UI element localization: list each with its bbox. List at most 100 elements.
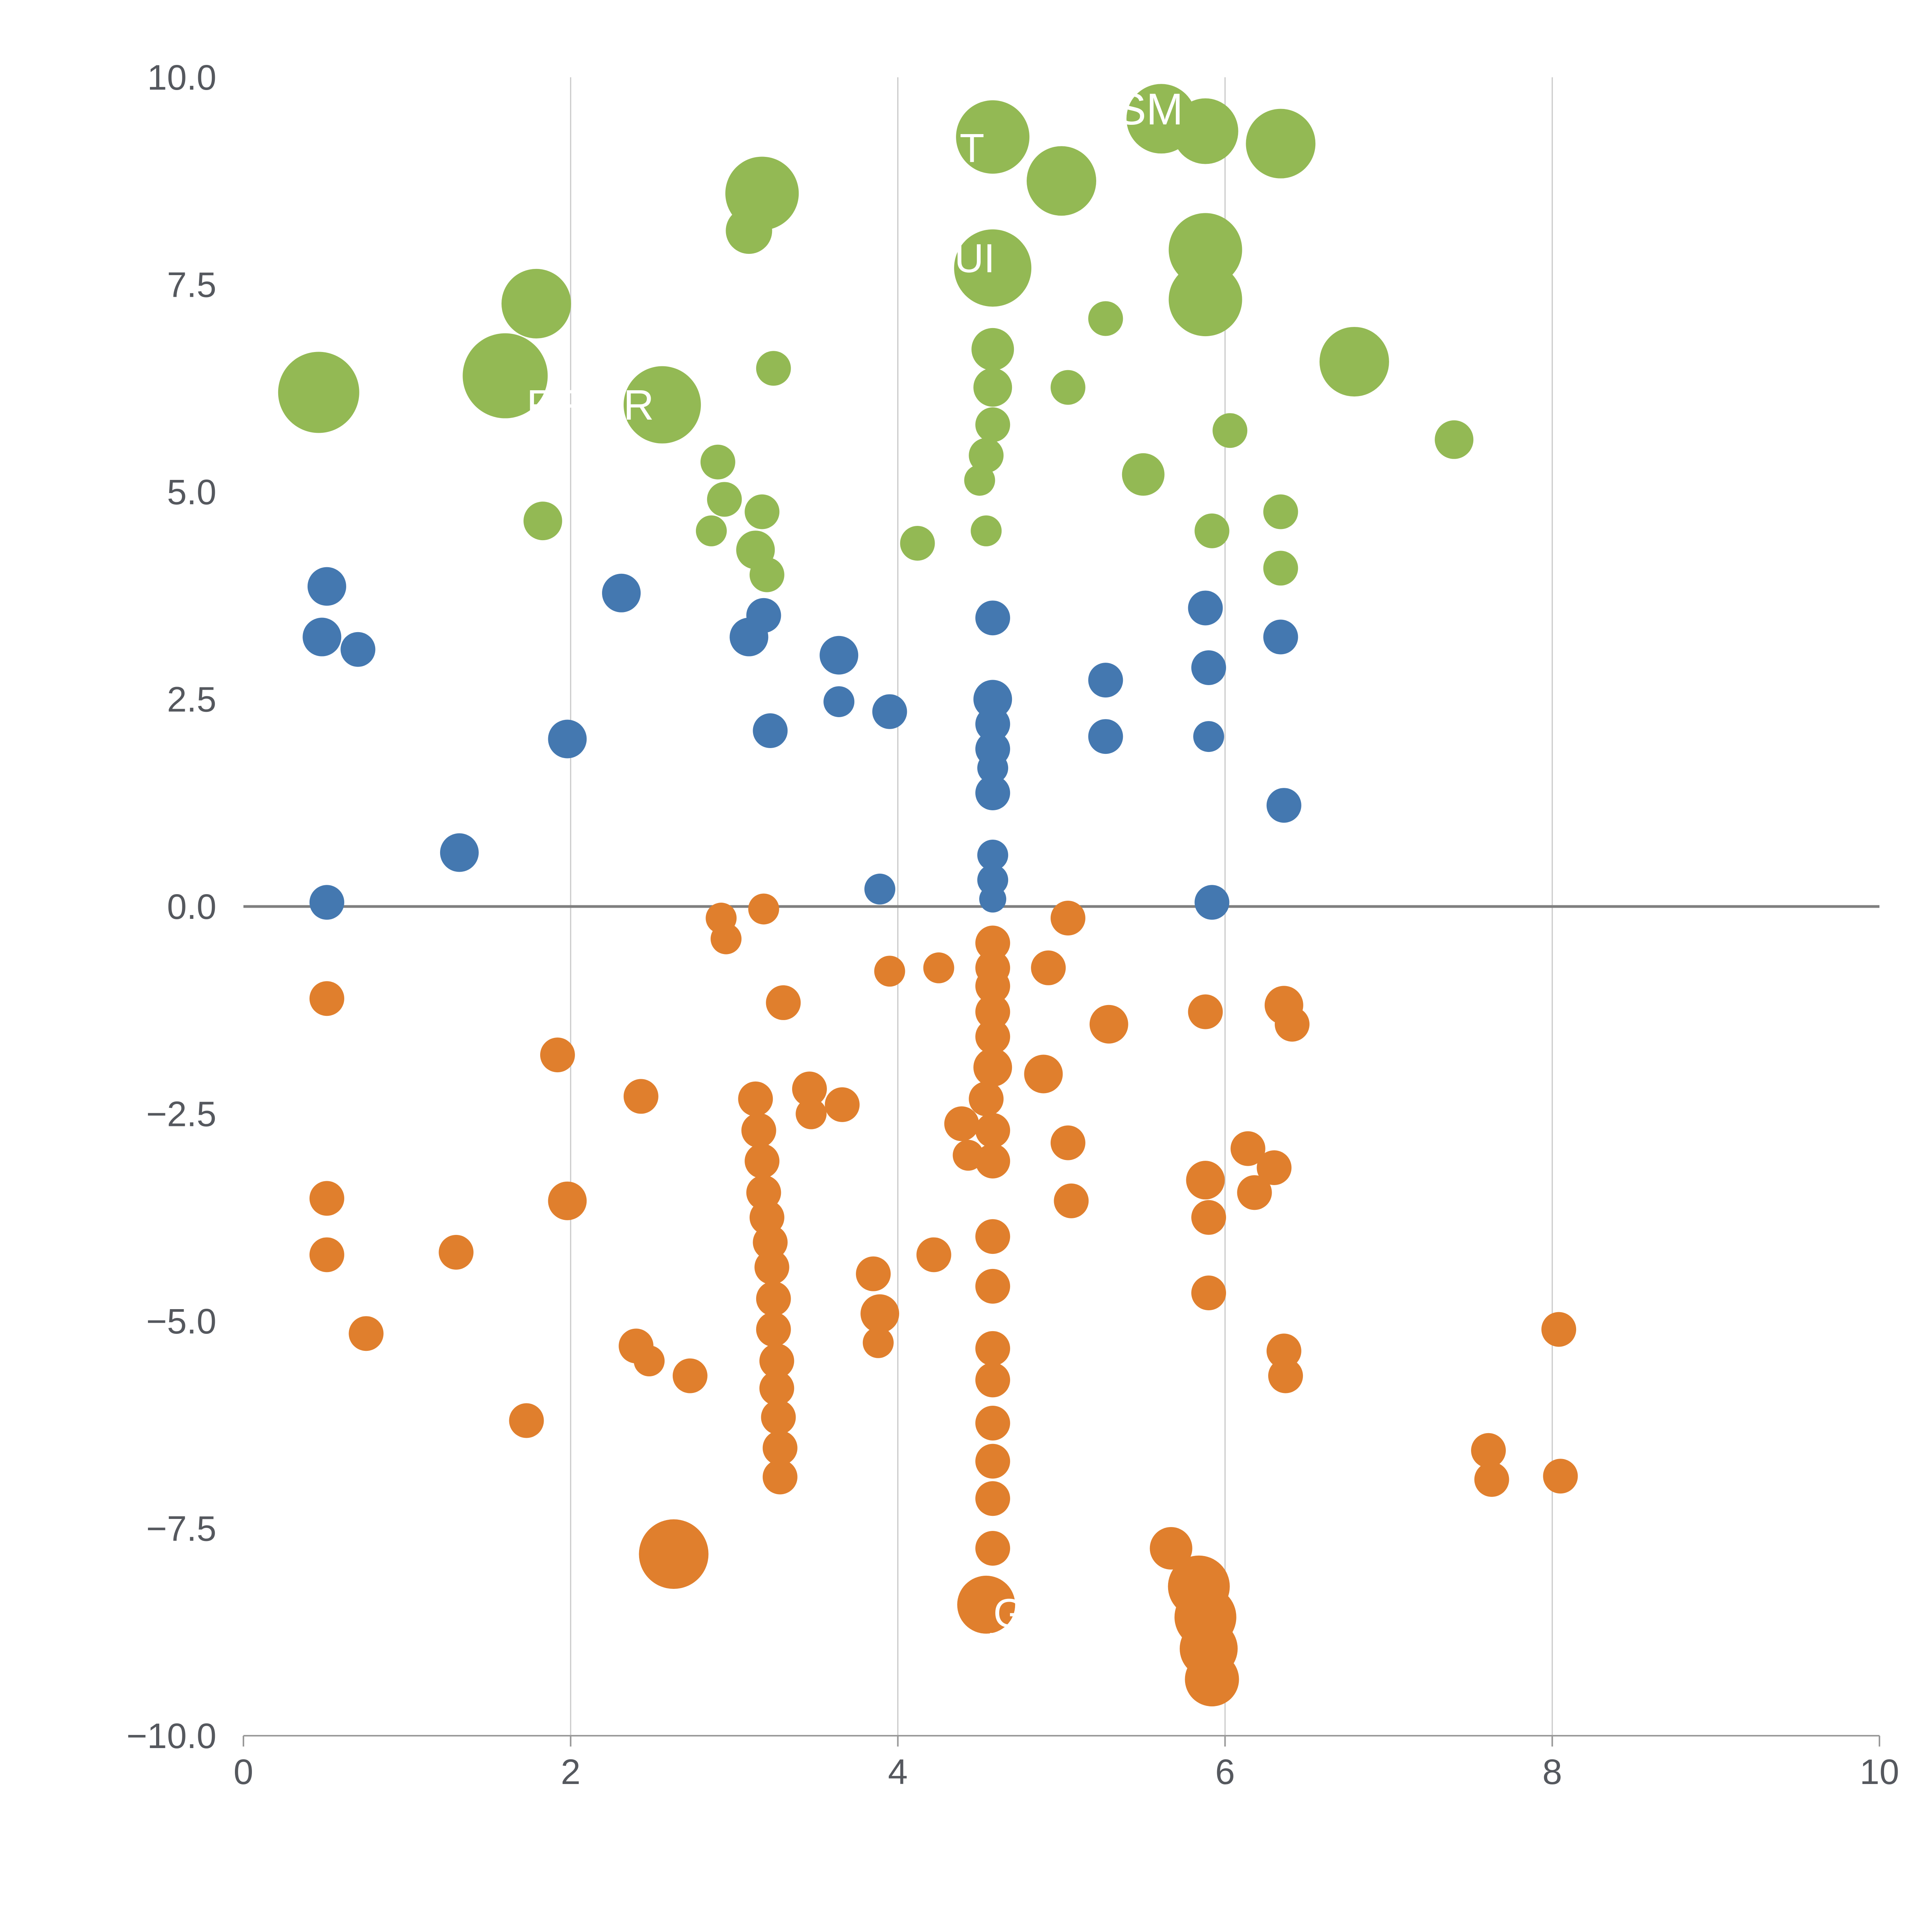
bubble-orange — [756, 1281, 791, 1316]
bubble-green — [956, 100, 1030, 174]
y-tick-label: −5.0 — [146, 1302, 216, 1341]
bubble-orange — [975, 969, 1010, 1004]
bubble-green — [973, 368, 1012, 407]
bubble-blue — [602, 573, 641, 612]
bubble-blue — [864, 873, 896, 905]
point-label: MU — [937, 1625, 997, 1668]
bubble-blue — [1088, 663, 1123, 698]
y-tick-label: −10.0 — [126, 1716, 216, 1756]
bubble-blue — [1193, 721, 1225, 752]
bubble-orange — [796, 1098, 827, 1129]
y-tick-label: 0.0 — [167, 887, 216, 927]
x-tick-label: 6 — [1215, 1752, 1235, 1792]
bubble-orange — [825, 1087, 860, 1122]
bubble-green — [971, 515, 1002, 546]
bubble-orange — [759, 1371, 794, 1406]
bubble-orange — [762, 1459, 798, 1495]
series-blue — [303, 567, 1301, 920]
bubble-blue — [548, 719, 587, 759]
bubble-green — [971, 328, 1014, 371]
bubble-blue — [975, 706, 1010, 742]
bubble-orange — [756, 1312, 791, 1347]
bubble-orange — [738, 1081, 773, 1116]
bubble-orange — [862, 1327, 894, 1358]
series-green — [278, 84, 1474, 592]
bubble-green — [700, 444, 735, 480]
bubble-green — [964, 464, 995, 496]
bubble-orange — [1474, 1462, 1509, 1497]
bubble-orange — [1541, 1312, 1577, 1347]
bubble-blue — [977, 864, 1009, 896]
bubble-orange — [969, 1081, 1004, 1116]
bubble-green — [726, 207, 772, 254]
bubble-blue — [303, 617, 342, 656]
bubble-orange — [861, 1294, 900, 1333]
bubble-green — [623, 366, 701, 444]
bubble-orange — [754, 1250, 789, 1285]
bubble-orange — [1191, 1276, 1226, 1311]
bubble-green — [278, 352, 359, 433]
bubble-orange — [1050, 901, 1085, 936]
bubble-green — [1027, 146, 1096, 216]
bubble-green — [1263, 551, 1298, 586]
point-label: AT — [935, 126, 984, 171]
point-label: G — [993, 1591, 1025, 1636]
bubble-orange — [1054, 1183, 1089, 1218]
bubble-orange — [762, 1430, 798, 1466]
bubble-orange — [975, 1113, 1010, 1148]
bubble-blue — [1188, 590, 1223, 626]
bubble-orange — [1089, 1005, 1128, 1044]
y-tick-label: 7.5 — [167, 265, 216, 305]
bubble-orange — [1543, 1459, 1578, 1494]
bubble-orange — [957, 1575, 1015, 1634]
bubble-green — [749, 557, 784, 592]
y-tick-label: 2.5 — [167, 680, 216, 719]
bubble-green — [1168, 263, 1242, 337]
bubble-orange — [1230, 1131, 1265, 1166]
bubble-orange — [1237, 1175, 1272, 1210]
bubble-orange — [639, 1519, 709, 1589]
bubble-orange — [309, 1237, 344, 1272]
bubble-orange — [745, 1143, 780, 1179]
bubble-blue — [975, 775, 1010, 810]
bubble-orange — [1268, 1358, 1303, 1393]
bubble-orange — [1191, 1200, 1226, 1235]
bubble-orange — [975, 1444, 1010, 1479]
bubble-green — [1435, 420, 1474, 459]
bubble-green — [969, 438, 1004, 473]
bubble-blue — [309, 885, 344, 920]
bubble-blue — [973, 680, 1012, 719]
bubble-orange — [1188, 994, 1223, 1029]
bubble-orange — [509, 1403, 544, 1438]
bubble-blue — [746, 598, 781, 633]
bubble-orange — [1050, 1125, 1085, 1160]
bubble-green — [1172, 98, 1238, 164]
bubble-green — [954, 229, 1032, 307]
point-label: O — [646, 1580, 676, 1623]
bubble-green — [1213, 413, 1248, 448]
bubble-orange — [975, 1481, 1010, 1516]
bubble-orange — [1471, 1433, 1506, 1468]
bubble-blue — [872, 694, 907, 729]
bubble-blue — [979, 885, 1007, 913]
bubble-green — [1319, 327, 1389, 397]
bubble-orange — [741, 1113, 776, 1148]
bubble-orange — [975, 1331, 1010, 1366]
x-tick-label: 4 — [888, 1752, 908, 1792]
bubble-orange — [1031, 950, 1066, 985]
bubble-green — [523, 502, 562, 541]
x-tick-label: 8 — [1543, 1752, 1562, 1792]
bubble-orange — [923, 952, 954, 983]
bubble-blue — [753, 713, 788, 748]
bubble-orange — [944, 1106, 979, 1141]
bubble-orange — [761, 1400, 796, 1435]
bubble-orange — [975, 1405, 1010, 1440]
y-tick-label: −7.5 — [146, 1509, 216, 1549]
bubble-orange — [975, 1143, 1010, 1179]
y-tick-label: 10.0 — [147, 58, 216, 97]
bubble-orange — [975, 1531, 1010, 1566]
bubble-orange — [753, 1225, 788, 1260]
bubble-orange — [540, 1037, 575, 1073]
bubble-blue — [1266, 788, 1301, 823]
